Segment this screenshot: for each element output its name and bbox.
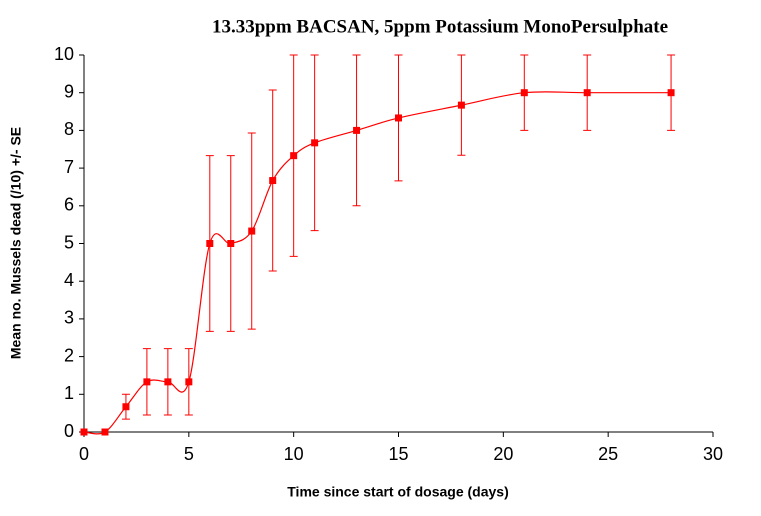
data-point: [583, 89, 591, 97]
data-point: [520, 89, 528, 97]
y-tick-label: 5: [64, 232, 74, 252]
y-axis-label: Mean no. Mussels dead (/10) +/- SE: [8, 127, 24, 359]
data-point: [269, 177, 277, 185]
data-point: [143, 378, 151, 386]
y-tick-label: 10: [54, 44, 74, 64]
y-tick-label: 6: [64, 195, 74, 215]
data-point: [290, 152, 298, 160]
y-tick-label: 9: [64, 81, 74, 101]
chart-title: 13.33ppm BACSAN, 5ppm Potassium MonoPers…: [212, 16, 668, 37]
data-point: [206, 240, 214, 247]
data-point: [395, 114, 402, 122]
data-point: [248, 227, 256, 235]
x-tick-label: 0: [79, 444, 89, 464]
data-point: [227, 240, 235, 247]
data-point: [101, 428, 109, 436]
x-tick-label: 25: [598, 444, 618, 464]
y-tick-label: 7: [64, 157, 74, 177]
x-tick-label: 5: [184, 444, 194, 464]
data-point: [667, 89, 675, 97]
x-axis-label: Time since start of dosage (days): [287, 484, 508, 500]
y-tick-label: 4: [64, 270, 74, 290]
data-point: [311, 139, 319, 147]
data-point: [122, 403, 130, 411]
x-tick-label: 20: [493, 444, 513, 464]
data-point: [185, 378, 193, 386]
x-tick-label: 15: [388, 444, 408, 464]
y-tick-label: 0: [64, 421, 74, 441]
data-point: [457, 101, 465, 109]
data-point: [80, 428, 88, 436]
y-tick-label: 8: [64, 119, 74, 139]
x-tick-label: 10: [284, 444, 304, 464]
data-point: [353, 126, 361, 134]
data-point: [164, 378, 172, 386]
y-tick-label: 1: [64, 383, 74, 403]
y-tick-label: 2: [64, 345, 74, 365]
x-tick-label: 30: [703, 444, 723, 464]
series-line: [83, 91, 672, 435]
y-tick-label: 3: [64, 308, 74, 328]
